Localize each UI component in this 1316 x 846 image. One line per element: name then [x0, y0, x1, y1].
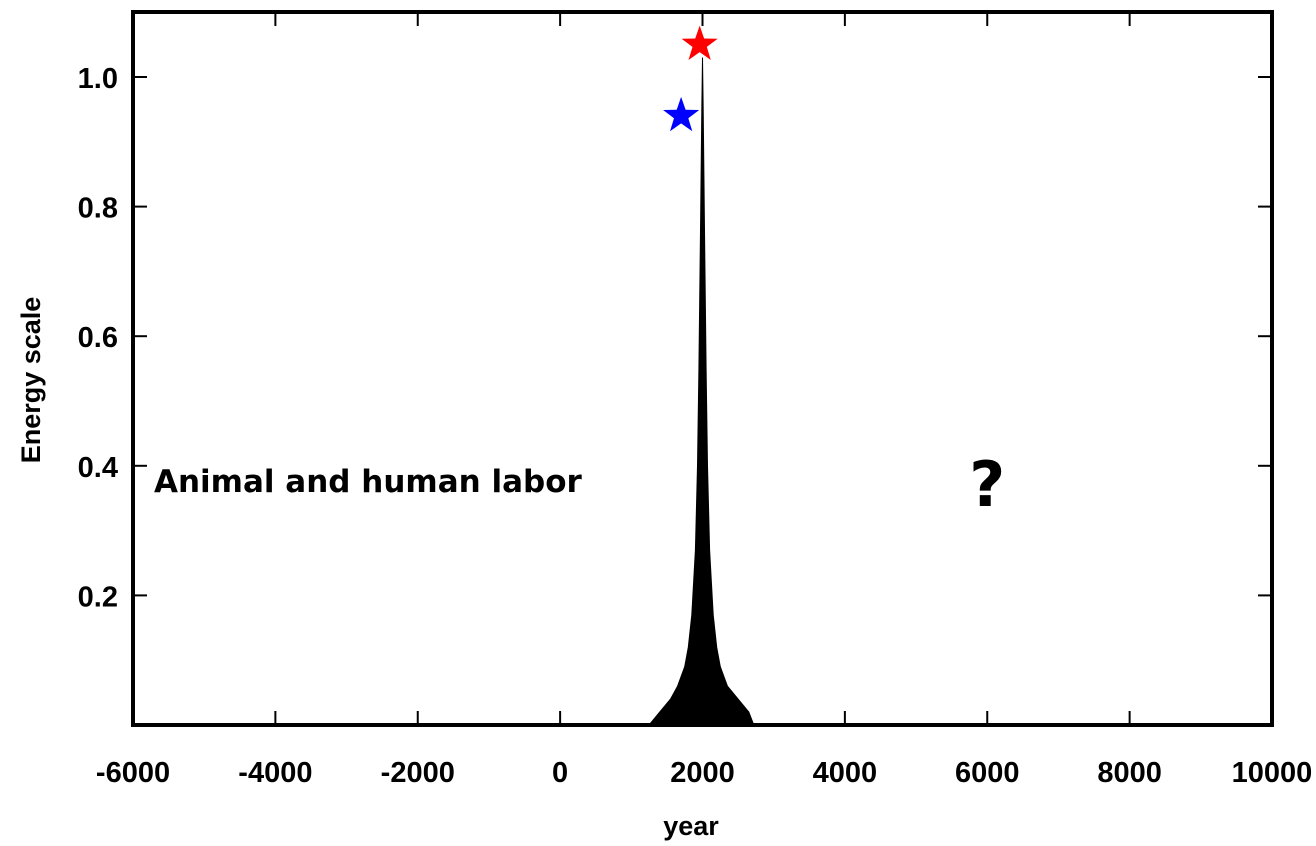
annotations: Animal and human labor?	[154, 448, 1005, 521]
y-tick-label: 0.8	[78, 193, 118, 225]
x-tick-label: 2000	[670, 757, 735, 789]
x-tick-label: -2000	[381, 757, 455, 789]
y-tick-labels: 0.2 0.4 0.6 0.8 1.0	[78, 63, 118, 613]
x-tick-label: 4000	[813, 757, 878, 789]
x-tick-label: 6000	[955, 757, 1020, 789]
y-tick-label: 1.0	[78, 63, 118, 95]
marker-stars	[663, 25, 718, 132]
red-star-marker	[681, 25, 718, 61]
y-tick-label: 0.4	[78, 452, 118, 484]
y-axis-label: Energy scale	[16, 297, 46, 464]
labor-annotation: Animal and human labor	[154, 464, 583, 500]
x-tick-label: -6000	[96, 757, 170, 789]
blue-star-marker	[663, 96, 700, 132]
series-area	[648, 57, 755, 726]
tick-marks	[133, 12, 1272, 725]
energy-area	[648, 57, 755, 726]
x-tick-label: 0	[552, 757, 568, 789]
x-tick-labels: -6000 -4000 -2000 0 2000 4000 6000 8000 10000	[96, 757, 1312, 789]
x-tick-label: 8000	[1097, 757, 1162, 789]
x-tick-label: 10000	[1232, 757, 1313, 789]
x-tick-label: -4000	[238, 757, 312, 789]
x-axis-label: year	[663, 811, 719, 841]
y-tick-label: 0.2	[78, 581, 118, 613]
y-tick-label: 0.6	[78, 322, 118, 354]
question-mark-annotation: ?	[969, 448, 1005, 521]
